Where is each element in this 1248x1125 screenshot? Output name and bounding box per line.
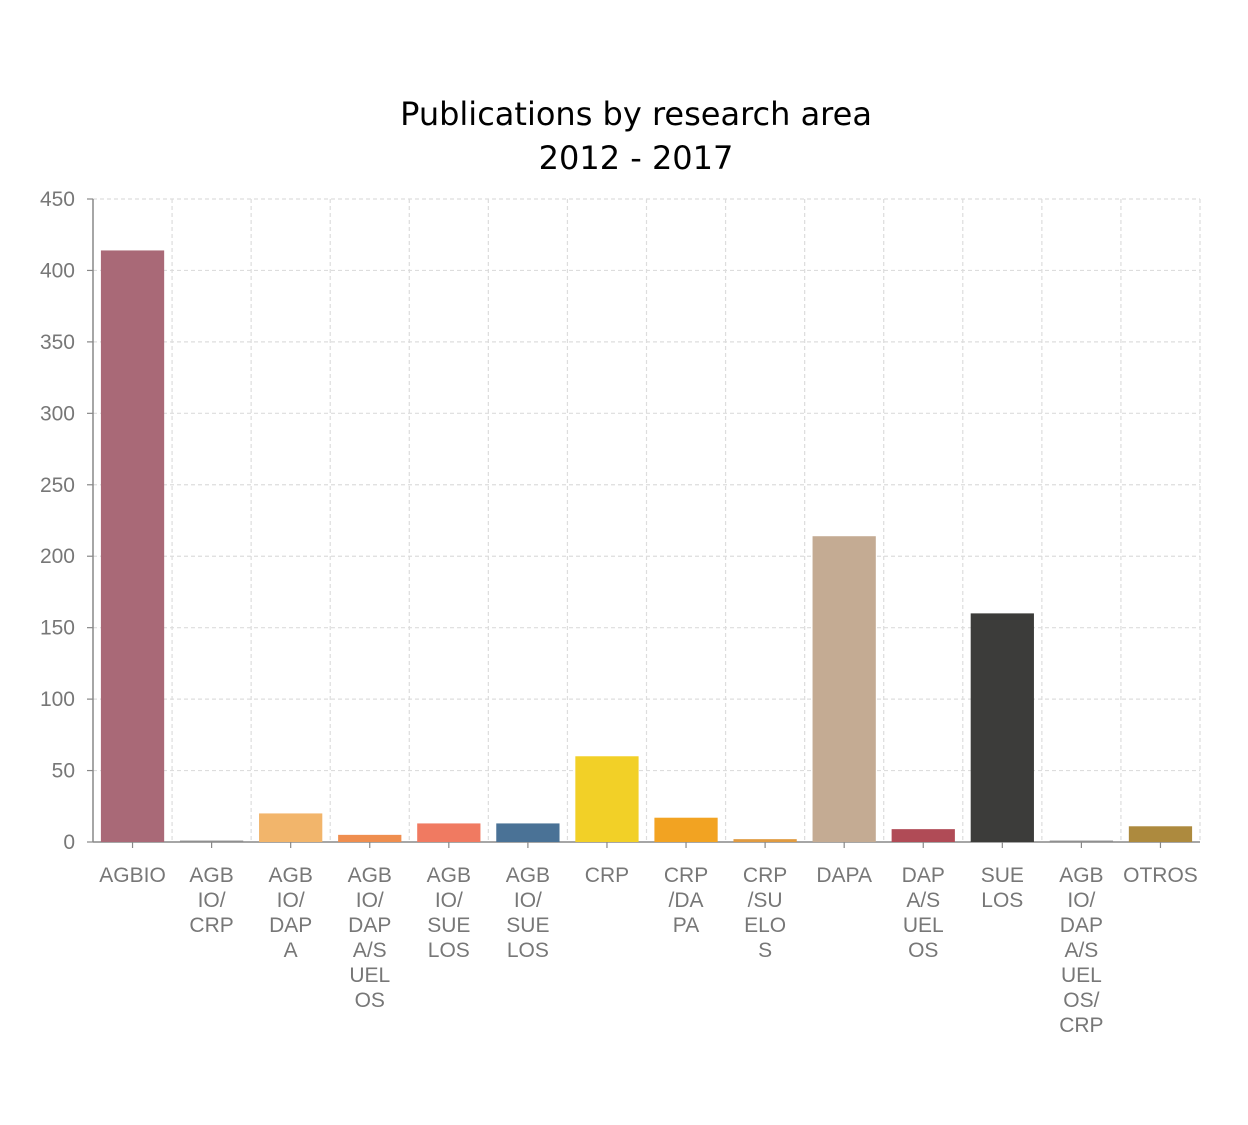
y-axis-ticks: 0 50 100 150 200 250 300 350 400 450 — [40, 188, 75, 854]
chart-title: Publications by research area — [400, 95, 872, 133]
bar[interactable] — [179, 840, 244, 842]
y-tick-label: 200 — [40, 545, 75, 568]
y-tick-label: 100 — [40, 688, 75, 711]
x-tick-label: CRP/DA PA — [664, 864, 708, 937]
x-tick-label: DAP A/S UEL OS — [902, 864, 945, 962]
chart-title-block: Publications by research area 2012 - 201… — [0, 92, 1248, 180]
grid-lines — [93, 198, 1201, 842]
bar[interactable] — [654, 817, 718, 842]
bar[interactable] — [970, 613, 1034, 842]
bar[interactable] — [891, 829, 955, 842]
x-tick-label: AGB IO/DAP A — [268, 864, 312, 962]
bar[interactable] — [1128, 826, 1193, 842]
bar[interactable] — [417, 823, 481, 842]
x-tick-label: SUE LOS — [981, 864, 1024, 912]
x-tick-label: AGB IO/DAP A/S UEL OS/CRP — [1059, 864, 1103, 1037]
x-tick-label: AGB IO/SUE LOS — [427, 864, 471, 962]
bar[interactable] — [100, 250, 165, 842]
y-tick-label: 400 — [40, 259, 75, 282]
y-tick-label: 0 — [63, 831, 75, 854]
bar[interactable] — [1049, 840, 1114, 842]
y-tick-label: 300 — [40, 402, 75, 425]
x-tick-label: AGB IO/CRP — [189, 864, 233, 937]
y-tick-label: 50 — [52, 760, 75, 783]
bars — [100, 250, 1193, 842]
chart-subtitle: 2012 - 2017 — [538, 139, 734, 177]
x-tick-label: AGBIO — [99, 864, 166, 887]
x-tick-label: DAPA — [816, 864, 872, 887]
y-tick-label: 250 — [40, 474, 75, 497]
y-tick-label: 350 — [40, 331, 75, 354]
bar[interactable] — [575, 756, 639, 842]
x-tick-label: OTROS — [1123, 864, 1198, 887]
x-tick-label: CRP — [585, 864, 629, 887]
bar[interactable] — [733, 839, 797, 842]
x-tick-label: CRP/SU ELO S — [743, 864, 787, 962]
bar[interactable] — [496, 823, 560, 842]
bar[interactable] — [338, 834, 402, 842]
x-tick-label: AGB IO/DAP A/S UEL OS — [348, 864, 392, 1012]
x-axis-labels: AGBIO AGB IO/CRP AGB IO/DAP A AGB IO/DAP A/S UEL O… — [99, 864, 1198, 1037]
bar[interactable] — [259, 813, 323, 842]
x-tick-label: AGB IO/SUE LOS — [506, 864, 550, 962]
y-tick-label: 150 — [40, 617, 75, 640]
y-tick-label: 450 — [40, 188, 75, 211]
bar[interactable] — [812, 536, 876, 842]
